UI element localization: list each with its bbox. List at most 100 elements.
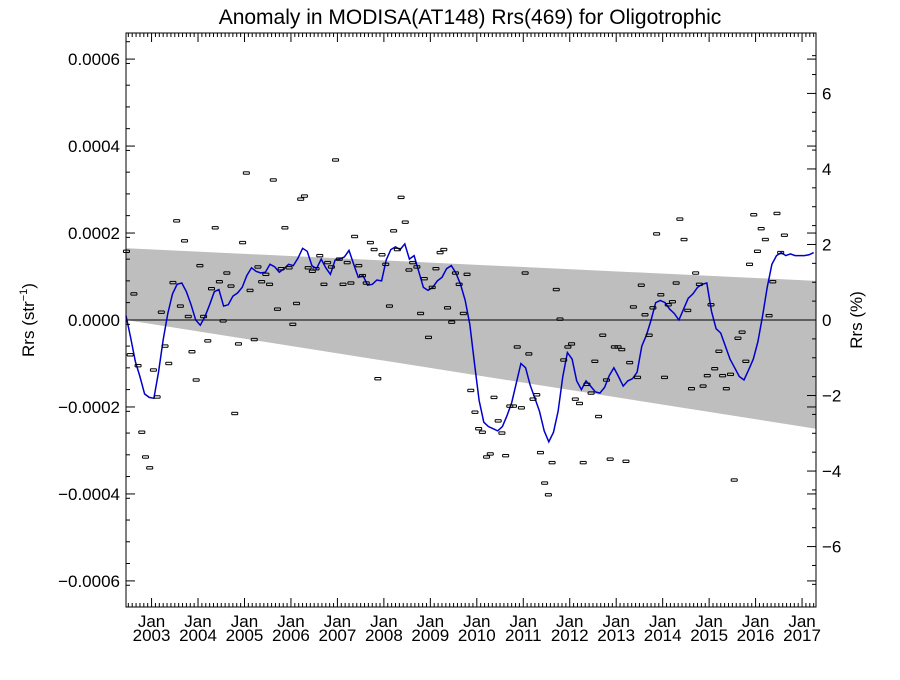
x-tick-label-month: Jan <box>788 612 815 631</box>
data-point <box>184 314 192 319</box>
data-point <box>161 344 169 348</box>
data-point <box>707 303 715 307</box>
data-point <box>234 342 242 346</box>
y-axis-label-left: Rrs (str−1) <box>18 283 38 357</box>
y-tick-label-right: 2 <box>822 235 831 254</box>
x-tick-label-year: 2013 <box>597 626 635 645</box>
y-tick-label-right: 4 <box>822 160 831 179</box>
data-point <box>374 377 382 381</box>
data-point <box>475 427 483 431</box>
data-point <box>181 239 189 243</box>
data-point <box>289 322 297 327</box>
data-point <box>529 397 537 401</box>
chart-title: Anomaly in MODISA(AT148) Rrs(469) for Ol… <box>219 6 722 29</box>
data-point <box>359 273 367 278</box>
data-point <box>335 257 343 261</box>
data-point <box>548 460 556 465</box>
data-point <box>370 247 378 252</box>
data-point <box>761 237 769 242</box>
x-tick-label-year: 2005 <box>226 626 264 645</box>
data-point <box>618 347 626 352</box>
x-tick-label-year: 2004 <box>179 626 217 645</box>
x-tick-label-year: 2006 <box>272 626 310 645</box>
data-point <box>587 391 595 395</box>
data-point <box>769 280 777 284</box>
data-point <box>513 345 521 349</box>
data-point <box>211 226 219 230</box>
data-point <box>687 387 695 391</box>
data-point <box>316 253 324 258</box>
data-point <box>777 250 785 255</box>
data-point <box>599 333 607 337</box>
data-point <box>494 419 502 423</box>
data-point <box>757 226 765 231</box>
data-point <box>130 292 138 296</box>
data-point <box>219 319 227 323</box>
x-tick-label-year: 2016 <box>737 626 775 645</box>
data-point <box>568 342 576 346</box>
x-tick-label-month: Jan <box>184 612 211 631</box>
data-point <box>269 178 277 182</box>
data-point <box>575 401 583 406</box>
data-point <box>742 359 750 364</box>
data-point <box>397 195 405 200</box>
data-point <box>510 404 518 408</box>
data-point <box>250 337 258 342</box>
data-point <box>591 359 599 364</box>
y-tick-label-right: −6 <box>822 538 841 557</box>
data-point <box>169 280 177 285</box>
data-point <box>455 282 463 287</box>
data-point <box>780 233 788 237</box>
data-point <box>239 240 247 245</box>
x-tick-label-month: Jan <box>417 612 444 631</box>
x-tick-label-year: 2014 <box>644 626 682 645</box>
data-point <box>517 406 525 410</box>
y-axis-label-right: Rrs (%) <box>847 291 866 349</box>
data-point <box>571 397 579 401</box>
data-point <box>277 266 285 271</box>
data-point <box>432 266 440 271</box>
data-point <box>153 395 161 399</box>
data-point <box>320 282 328 287</box>
data-point <box>595 414 603 419</box>
data-point <box>188 350 196 354</box>
data-point <box>722 387 730 391</box>
data-point <box>428 285 436 290</box>
data-point <box>324 260 332 265</box>
data-point <box>536 450 544 455</box>
data-point <box>661 375 669 380</box>
data-point <box>486 452 494 456</box>
data-point <box>703 373 711 378</box>
data-point <box>300 194 308 198</box>
data-point <box>730 478 738 482</box>
y-tick-label-left: 0.0002 <box>68 224 120 243</box>
data-point <box>351 234 359 239</box>
data-point <box>459 311 467 316</box>
data-point <box>413 265 421 269</box>
y-tick-label-right: −4 <box>822 462 841 481</box>
data-point <box>347 281 355 285</box>
data-point <box>664 303 672 307</box>
data-point <box>471 410 479 414</box>
y-tick-label-left: 0.0000 <box>68 311 120 330</box>
x-tick-label-year: 2009 <box>411 626 449 645</box>
data-point <box>622 459 630 464</box>
data-point <box>676 217 684 221</box>
data-point <box>653 232 661 236</box>
x-tick-label-month: Jan <box>510 612 537 631</box>
x-tick-label-year: 2012 <box>551 626 589 645</box>
data-point <box>293 301 301 306</box>
x-tick-label-month: Jan <box>138 612 165 631</box>
x-tick-label-month: Jan <box>231 612 258 631</box>
data-point <box>753 249 761 253</box>
data-point <box>157 310 165 314</box>
data-point <box>424 335 432 340</box>
x-tick-label-year: 2011 <box>505 626 542 645</box>
data-point <box>684 308 692 313</box>
data-point <box>366 240 374 245</box>
data-point <box>463 272 471 277</box>
trend-line-layer <box>125 242 815 444</box>
data-point <box>146 466 154 470</box>
data-point <box>134 363 142 368</box>
